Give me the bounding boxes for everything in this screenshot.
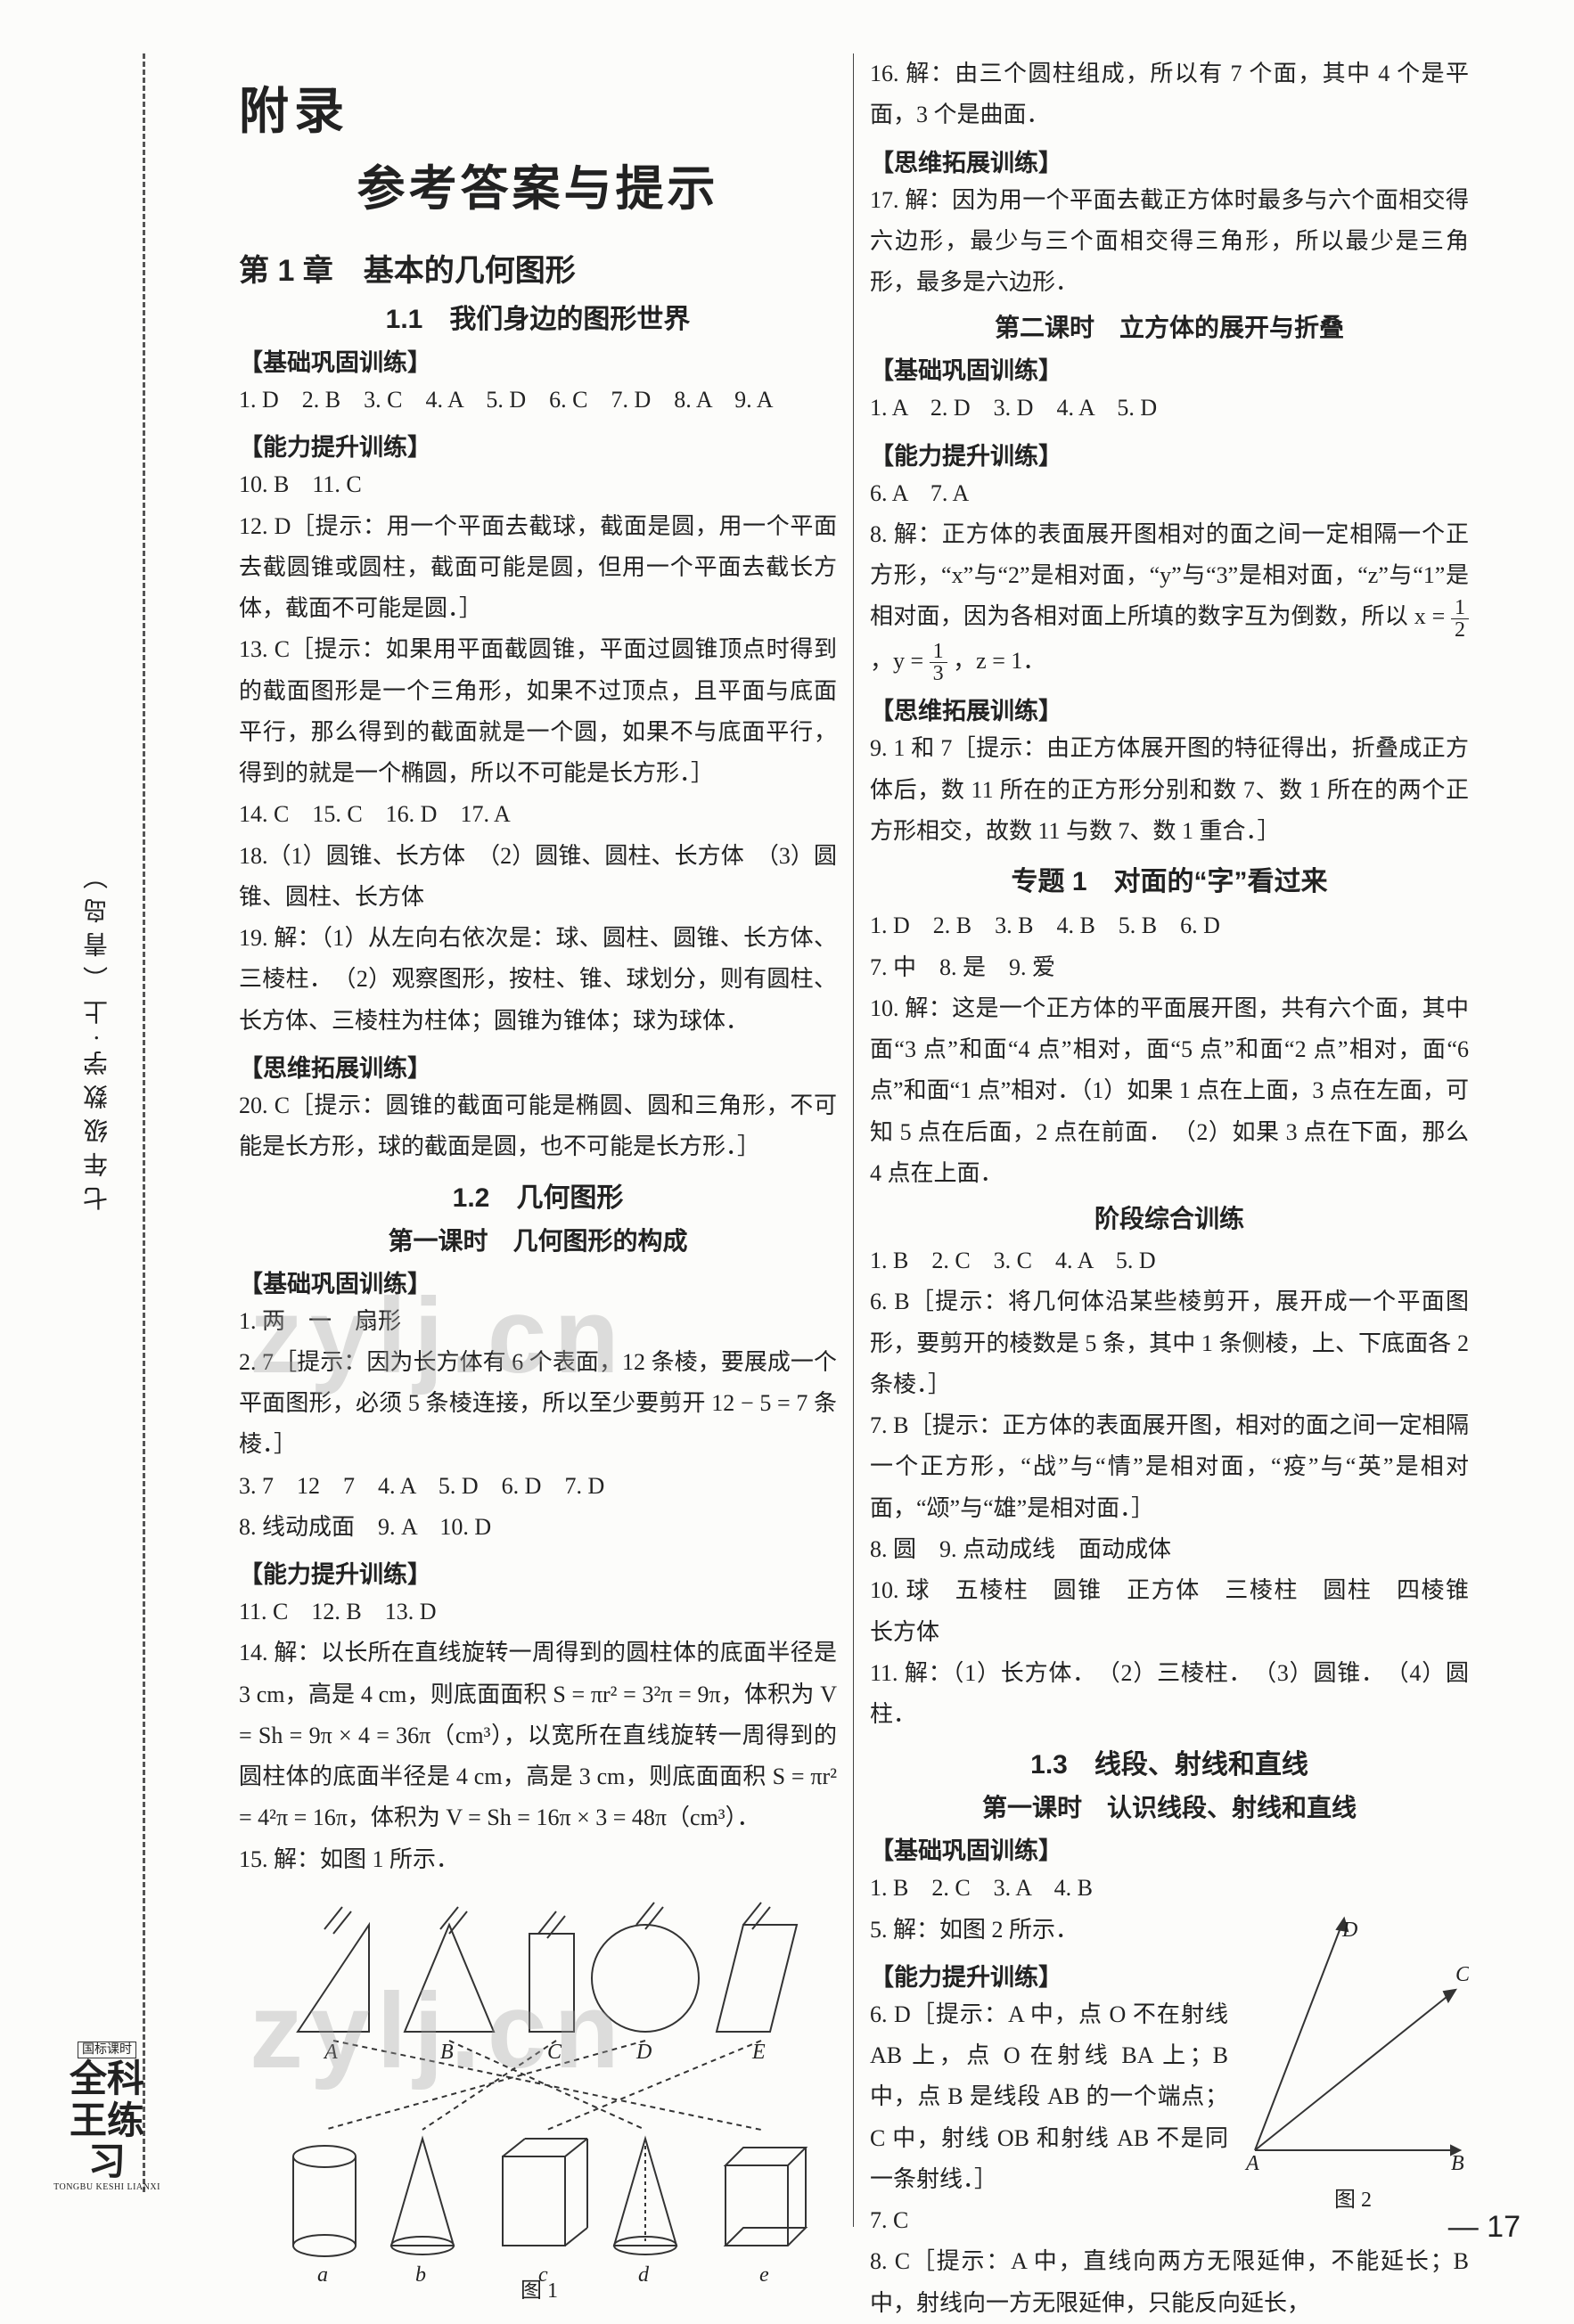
block-label-ext: 【思维拓展训练】 <box>239 1049 837 1084</box>
topic-heading-1: 专题 1 对面的“字”看过来 <box>870 859 1469 898</box>
block-label-up: 【能力提升训练】 <box>870 1958 1228 1993</box>
main-title: 参考答案与提示 <box>239 149 837 219</box>
fig2-label-D: D <box>1341 1919 1357 1942</box>
stage-heading: 阶段综合训练 <box>870 1199 1469 1235</box>
fig1-label-e: e <box>759 2263 769 2287</box>
section-heading-12: 1.2 几何图形 <box>239 1175 837 1215</box>
stage-11: 11. 解：（1）长方体． （2）三棱柱． （3）圆锥． （4）圆柱． <box>870 1653 1469 1736</box>
topic1-789: 7. 中 8. 是 9. 爱 <box>870 947 1469 988</box>
l2-up8-b: ，y = <box>870 648 930 674</box>
answers-11-up-18: 18.（1）圆锥、长方体 （2）圆锥、圆柱、长方体 （3）圆锥、圆柱、长方体 <box>239 836 837 919</box>
block-label-up: 【能力提升训练】 <box>239 428 837 462</box>
fig1-label-B: B <box>440 2041 454 2064</box>
s13-q5-row: 5. 解：如图 2 所示． 【能力提升训练】 6. D［提示：A 中，点 O 不… <box>870 1910 1469 2242</box>
answers-11-ext-20: 20. C［提示：圆锥的截面可能是椭圆、圆和三角形，不可能是长方形，球的截面是圆… <box>239 1085 837 1168</box>
block-label-base: 【基础巩固训练】 <box>870 1831 1469 1866</box>
left-column: 附录 参考答案与提示 第 1 章 基本的几何图形 1.1 我们身边的图形世界 【… <box>223 53 854 2227</box>
answers-l2-base: 1. A 2. D 3. D 4. A 5. D <box>870 388 1469 429</box>
l2-up8-a: 8. 解：正方体的表面展开图相对的面之间一定相隔一个正方形，“x”与“2”是相对… <box>870 521 1469 630</box>
fig1-label-D: D <box>635 2041 652 2064</box>
answers-11-up-13: 13. C［提示：如果用平面截圆锥，平面过圆锥顶点时得到的截面图形是一个三角形，… <box>239 629 837 794</box>
figure-2: A B C D 图 2 <box>1237 1910 1469 2242</box>
answers-l2-up-67: 6. A 7. A <box>870 473 1469 514</box>
fig1-label-A: A <box>323 2041 338 2064</box>
fig2-label-A: A <box>1244 2152 1259 2175</box>
answers-l2-ext-9: 9. 1 和 7［提示：由正方体展开图的特征得出，折叠成正方体后，数 11 所在… <box>870 728 1469 852</box>
content-columns: 附录 参考答案与提示 第 1 章 基本的几何图形 1.1 我们身边的图形世界 【… <box>223 53 1485 2227</box>
block-label-up: 【能力提升训练】 <box>870 437 1469 471</box>
block-label-base: 【基础巩固训练】 <box>870 351 1469 386</box>
block-label-base: 【基础巩固训练】 <box>239 1264 837 1299</box>
l2-up8-c: ，z = 1． <box>953 648 1045 674</box>
fig1-label-C: C <box>547 2041 562 2064</box>
figure-1-svg: A B C D E a b c d e 图 1 <box>262 1889 815 2299</box>
answers-13-q5: 5. 解：如图 2 所示． <box>870 1910 1228 1951</box>
block-label-up: 【能力提升训练】 <box>239 1555 837 1590</box>
block-label-base: 【基础巩固训练】 <box>239 343 837 378</box>
topic1-16: 1. D 2. B 3. B 4. B 5. B 6. D <box>870 905 1469 946</box>
fig1-label-b: b <box>415 2263 426 2287</box>
stage-10: 10. 球 五棱柱 圆锥 正方体 三棱柱 圆柱 四棱锥 长方体 <box>870 1570 1469 1653</box>
fig2-caption: 图 2 <box>1237 2181 1469 2213</box>
fig2-label-B: B <box>1451 2152 1464 2175</box>
lesson-heading-13-1: 第一课时 认识线段、射线和直线 <box>870 1788 1469 1824</box>
spine-book-title: 七年级数学·上（青岛） <box>80 855 116 1211</box>
answers-11-up-12: 12. D［提示：用一个平面去截球，截面是圆，用一个平面去截圆锥或圆柱，截面可能… <box>239 506 837 630</box>
answers-17: 17. 解：因为用一个平面去截正方体时最多与六个面相交得六边形，最少与三个面相交… <box>870 180 1469 304</box>
appendix-title: 附录 <box>239 71 837 143</box>
stage-7: 7. B［提示：正方体的表面展开图，相对的面之间一定相隔一个正方形，“战”与“情… <box>870 1405 1469 1529</box>
block-label-ext: 【思维拓展训练】 <box>870 691 1469 726</box>
spine-logo-big: 全科王练习 <box>53 2058 160 2182</box>
page-number-value: 17 <box>1487 2210 1521 2244</box>
fig2-label-C: C <box>1455 1963 1469 1986</box>
left-spine: 七年级数学·上（青岛） 国标课时 全科王练习 TONGBU KESHI LIAN… <box>62 53 152 2192</box>
answers-12-base-810: 8. 线动成面 9. A 10. D <box>239 1507 837 1548</box>
answers-13-up-6: 6. D［提示：A 中，点 O 不在射线 AB 上，点 O 在射线 BA 上；B… <box>870 1994 1228 2200</box>
right-column: 16. 解：由三个圆柱组成，所以有 7 个面，其中 4 个是平面，3 个是曲面．… <box>854 53 1485 2227</box>
topic1-10: 10. 解：这是一个正方体的平面展开图，共有六个面，其中面“3 点”和面“4 点… <box>870 988 1469 1194</box>
figure-2-svg: A B C D <box>1237 1910 1469 2177</box>
stage-15: 1. B 2. C 3. C 4. A 5. D <box>870 1240 1469 1281</box>
answers-11-up-1417: 14. C 15. C 16. D 17. A <box>239 794 837 835</box>
spine-logo: 国标课时 全科王练习 TONGBU KESHI LIANXI <box>53 2040 160 2192</box>
stage-89: 8. 圆 9. 点动成线 面动成体 <box>870 1529 1469 1570</box>
fig1-label-a: a <box>317 2263 328 2287</box>
lesson-heading-12-1: 第一课时 几何图形的构成 <box>239 1222 837 1257</box>
fig1-label-d: d <box>638 2263 650 2287</box>
answers-12-base-1: 1. 两 一 扇形 <box>239 1301 837 1342</box>
spine-logo-pinyin: TONGBU KESHI LIANXI <box>53 2182 160 2192</box>
answers-12-base-347: 3. 7 12 7 4. A 5. D 6. D 7. D <box>239 1466 837 1507</box>
answers-l2-up-8: 8. 解：正方体的表面展开图相对的面之间一定相隔一个正方形，“x”与“2”是相对… <box>870 514 1469 685</box>
chapter-heading: 第 1 章 基本的几何图形 <box>239 246 837 290</box>
answers-12-q15: 15. 解：如图 1 所示． <box>239 1839 837 1880</box>
stage-6: 6. B［提示：将几何体沿某些棱剪开，展开成一个平面图形，要剪开的棱数是 5 条… <box>870 1281 1469 1405</box>
frac-1-2: 12 <box>1451 597 1469 641</box>
spine-logo-top: 国标课时 <box>78 2042 136 2058</box>
answers-11-up-1011: 10. B 11. C <box>239 464 837 505</box>
answers-13-up-8: 8. C［提示：A 中，直线向两方无限延伸，不能延长；B 中，射线向一方无限延伸… <box>870 2241 1469 2324</box>
page-number: — 17 <box>1448 2210 1521 2245</box>
answers-13-up-7: 7. C <box>870 2200 1228 2241</box>
answers-16: 16. 解：由三个圆柱组成，所以有 7 个面，其中 4 个是平面，3 个是曲面． <box>870 53 1469 136</box>
cut-line <box>143 53 145 2192</box>
section-heading-13: 1.3 线段、射线和直线 <box>870 1742 1469 1781</box>
section-heading: 1.1 我们身边的图形世界 <box>239 297 837 336</box>
answers-11-base: 1. D 2. B 3. C 4. A 5. D 6. C 7. D 8. A … <box>239 380 837 421</box>
frac-1-3: 13 <box>930 641 947 684</box>
answers-12-base-2: 2. 7［提示：因为长方体有 6 个表面，12 条棱，要展成一个平面图形，必须 … <box>239 1342 837 1466</box>
block-label-ext: 【思维拓展训练】 <box>870 143 1469 178</box>
fig1-caption: 图 1 <box>521 2279 558 2299</box>
fig1-label-E: E <box>751 2041 766 2064</box>
answers-13-base: 1. B 2. C 3. A 4. B <box>870 1868 1469 1909</box>
figure-1: A B C D E a b c d e 图 1 <box>239 1889 837 2299</box>
answers-12-up-14: 14. 解：以长所在直线旋转一周得到的圆柱体的底面半径是 3 cm，高是 4 c… <box>239 1633 837 1838</box>
answers-12-up-1113: 11. C 12. B 13. D <box>239 1592 837 1633</box>
lesson-heading-12-2: 第二课时 立方体的展开与折叠 <box>870 308 1469 344</box>
answers-11-up-19: 19. 解：（1）从左向右依次是：球、圆柱、圆锥、长方体、三棱柱． （2）观察图… <box>239 918 837 1042</box>
